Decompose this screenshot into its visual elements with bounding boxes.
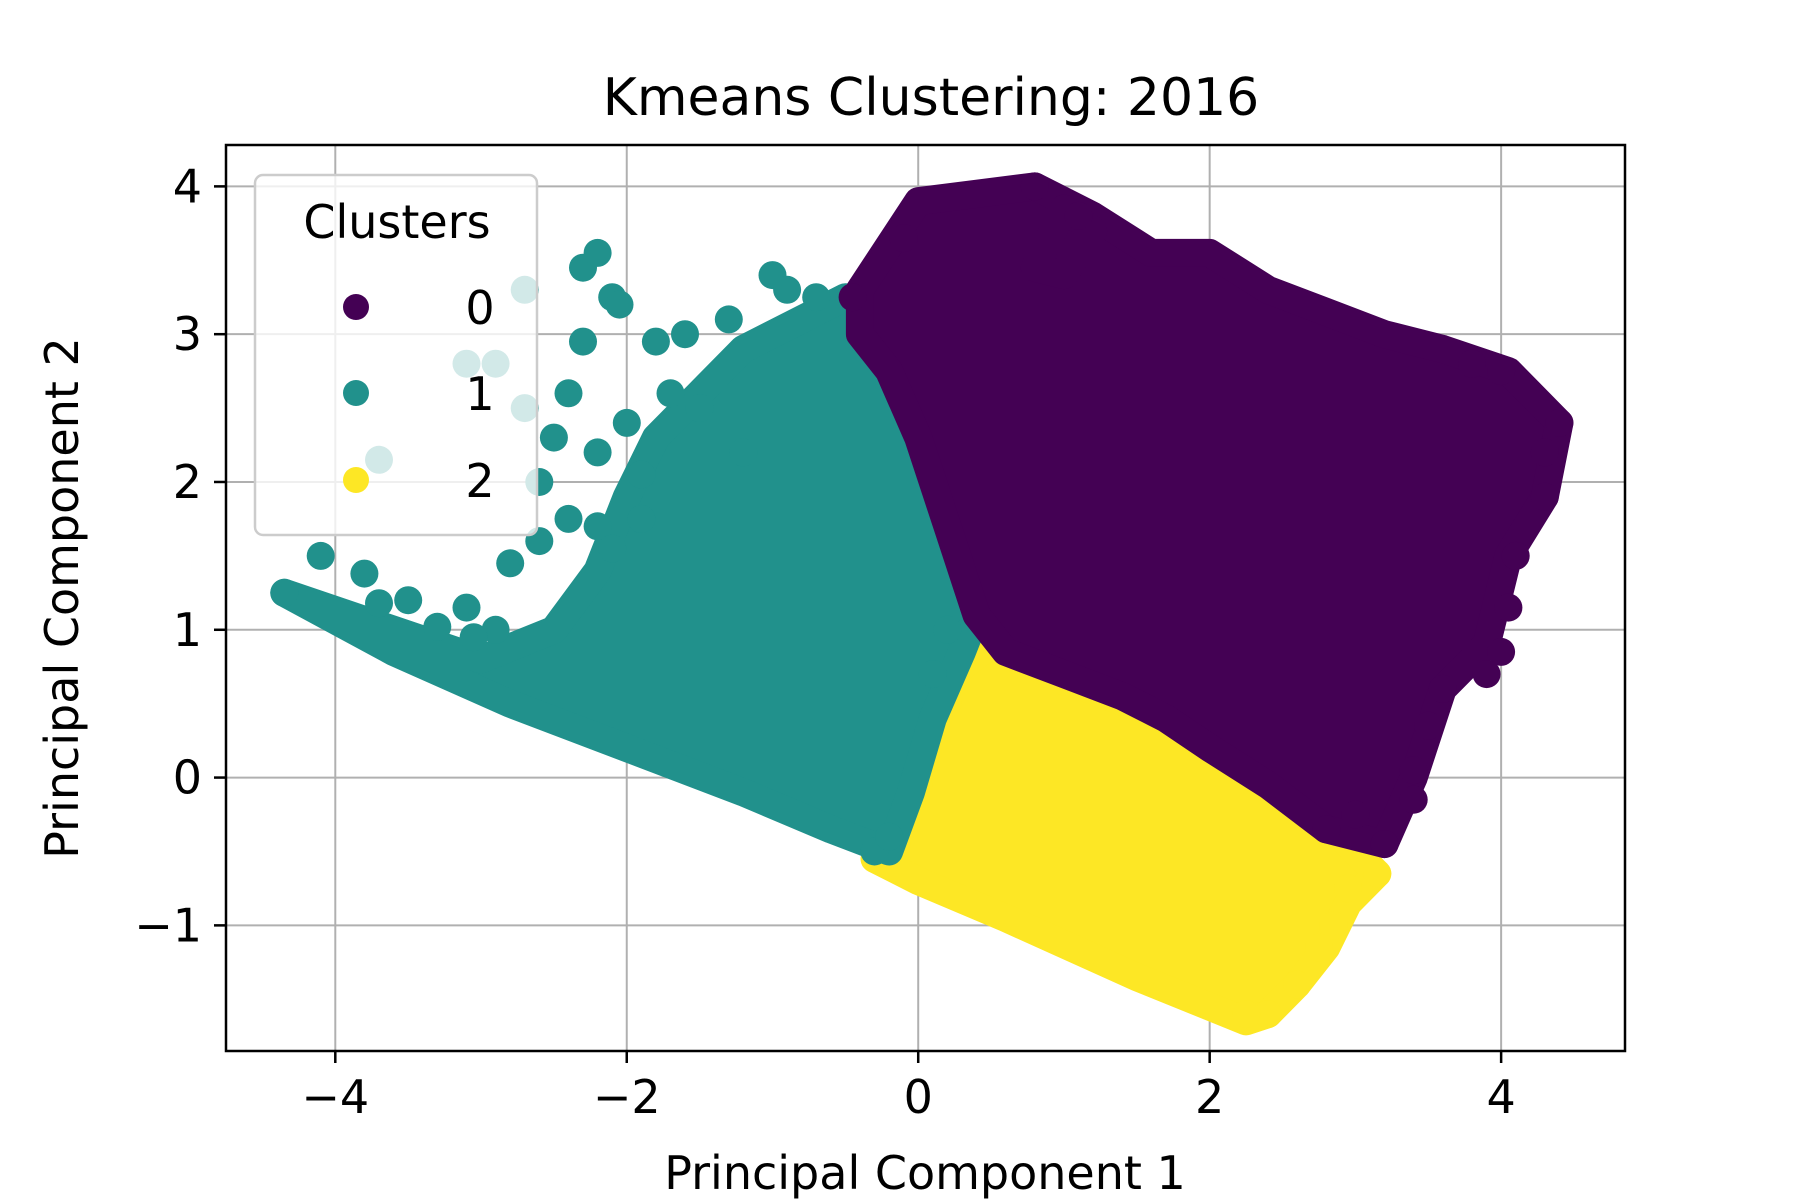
legend-marker-0 xyxy=(343,294,369,320)
data-point xyxy=(1341,800,1370,829)
data-point xyxy=(612,408,641,437)
data-point xyxy=(1530,438,1559,467)
data-point xyxy=(1020,172,1049,201)
data-point xyxy=(481,615,510,644)
legend-entry-2: 2 xyxy=(343,454,495,508)
data-point xyxy=(1305,933,1333,962)
data-point xyxy=(1545,408,1574,437)
y-tick-label: −1 xyxy=(134,898,202,952)
data-point xyxy=(423,612,452,641)
data-point xyxy=(656,379,685,408)
data-point xyxy=(1530,482,1559,511)
x-tick-label: −4 xyxy=(301,1070,369,1124)
data-point xyxy=(1283,970,1312,999)
data-point xyxy=(641,327,670,356)
data-point xyxy=(583,512,612,541)
data-point xyxy=(583,438,612,467)
data-layer xyxy=(270,172,1574,1036)
legend-marker-2 xyxy=(343,467,369,493)
y-tick-label: 0 xyxy=(173,751,202,805)
data-point xyxy=(1472,660,1501,689)
legend-label-1: 1 xyxy=(465,367,494,421)
data-point xyxy=(671,320,699,349)
data-point xyxy=(1428,674,1457,703)
data-point xyxy=(933,615,962,644)
data-point xyxy=(1501,541,1530,570)
legend-entry-1: 1 xyxy=(343,367,495,421)
legend-label-0: 0 xyxy=(465,281,494,335)
data-point xyxy=(459,623,488,652)
series-cluster-0 xyxy=(838,172,1574,859)
axis-ticks: −4 −2 0 2 4 −1 0 1 2 3 4 xyxy=(134,159,1516,1124)
legend-box xyxy=(253,173,539,537)
data-point xyxy=(583,238,612,267)
data-point xyxy=(554,504,583,533)
data-point xyxy=(918,660,947,689)
data-point xyxy=(1363,859,1392,888)
data-point xyxy=(1254,1000,1282,1029)
data-point xyxy=(1312,815,1341,844)
y-axis-label: Principal Component 2 xyxy=(35,337,89,859)
data-point xyxy=(554,379,583,408)
data-point xyxy=(1487,637,1516,666)
data-point xyxy=(1399,785,1428,814)
data-point xyxy=(1414,711,1443,740)
data-point xyxy=(1494,593,1523,622)
data-point xyxy=(270,578,299,607)
data-point xyxy=(605,290,634,319)
data-point xyxy=(802,283,831,312)
data-point xyxy=(306,541,335,570)
legend-entry-0: 0 xyxy=(343,281,495,335)
legend: Clusters 0 1 2 xyxy=(253,173,539,537)
data-point xyxy=(627,504,656,533)
data-point xyxy=(1064,201,1093,230)
legend-label-2: 2 xyxy=(465,454,494,508)
data-point xyxy=(350,559,379,588)
y-tick-label: 1 xyxy=(173,603,202,657)
y-tick-label: 4 xyxy=(173,159,202,213)
data-point xyxy=(1370,830,1399,859)
data-point xyxy=(729,438,758,467)
data-point xyxy=(569,327,597,356)
plot-frame xyxy=(224,143,1627,1053)
data-point xyxy=(1334,874,1363,903)
x-tick-label: −2 xyxy=(593,1070,661,1124)
data-point xyxy=(598,534,627,563)
data-point xyxy=(838,283,867,312)
chart-title: Kmeans Clustering: 2016 xyxy=(603,68,1260,128)
data-point xyxy=(685,394,714,423)
data-point xyxy=(875,822,904,851)
cluster-0-region xyxy=(845,172,1574,859)
data-point xyxy=(452,593,481,622)
data-point xyxy=(1232,1000,1261,1029)
data-point xyxy=(539,423,568,452)
data-point xyxy=(1458,349,1486,378)
data-point xyxy=(773,275,802,304)
x-tick-label: 2 xyxy=(1195,1070,1224,1124)
data-point xyxy=(627,460,656,489)
data-point xyxy=(1487,357,1516,386)
data-point xyxy=(365,589,393,618)
data-point xyxy=(1399,756,1428,785)
y-tick-label: 2 xyxy=(173,455,202,509)
x-tick-label: 4 xyxy=(1486,1070,1515,1124)
data-point xyxy=(496,549,525,578)
legend-marker-1 xyxy=(343,380,369,406)
data-point xyxy=(1319,911,1348,940)
data-point xyxy=(394,586,423,615)
x-tick-label: 0 xyxy=(904,1070,933,1124)
data-point xyxy=(714,305,743,334)
legend-title: Clusters xyxy=(303,195,490,249)
y-tick-label: 3 xyxy=(173,307,202,361)
x-axis-label: Principal Component 1 xyxy=(664,1146,1186,1200)
data-point xyxy=(889,224,918,253)
